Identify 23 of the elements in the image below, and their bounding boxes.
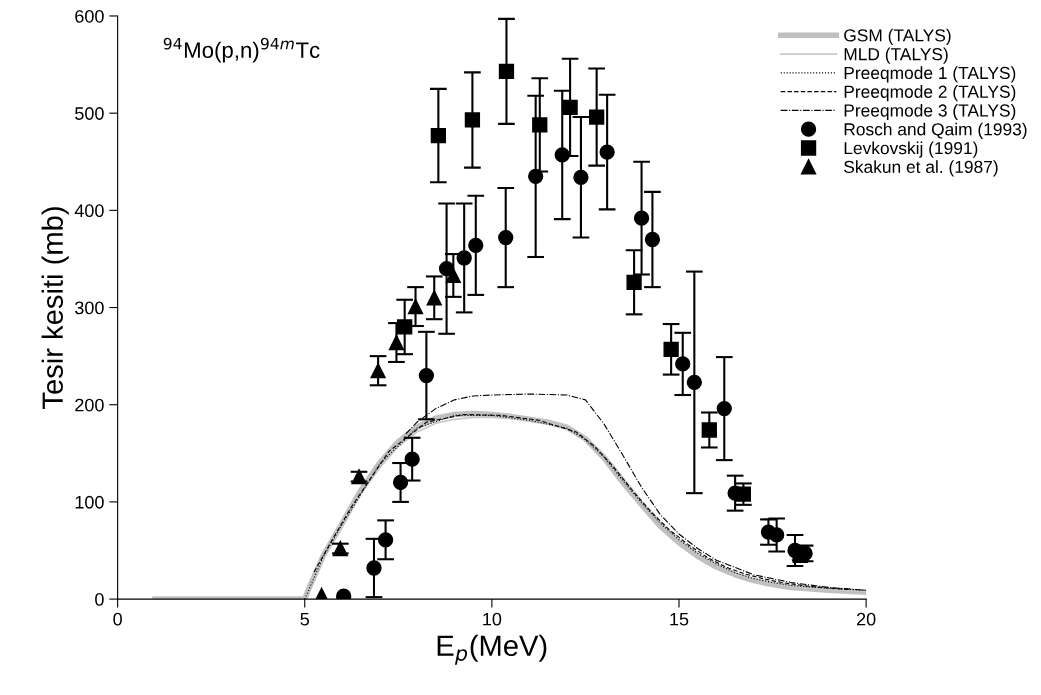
y-tick-label: 0 <box>95 593 104 606</box>
legend-label: Preeqmode 1 (TALYS) <box>844 66 1016 83</box>
y-tick-label: 200 <box>75 398 104 412</box>
x-tick-label: 5 <box>300 612 310 626</box>
y-axis-title: Tesir kesiti (mb) <box>41 207 69 409</box>
legend-label: Preeqmode 3 (TALYS) <box>844 103 1016 121</box>
y-tick-label: 100 <box>75 495 104 509</box>
y-tick-label: 300 <box>75 301 104 315</box>
x-tick-label: 15 <box>670 612 689 626</box>
legend-label: Skakun et al. (1987) <box>844 160 998 177</box>
legend-label: Levkovskij (1991) <box>844 141 978 158</box>
y-tick-label: 600 <box>75 9 104 23</box>
x-axis-title: E$_{p}$(MeV) <box>437 634 547 665</box>
y-tick-label: 400 <box>74 204 104 218</box>
x-tick-label: 10 <box>483 612 502 626</box>
x-tick-label: 20 <box>856 612 876 626</box>
annotation: $^{94}$Mo(p,n)$^{94m}$Tc <box>163 37 320 63</box>
legend-label: GSM (TALYS) <box>844 28 951 45</box>
legend-label: Preeqmode 2 (TALYS) <box>844 85 1016 102</box>
legend-label: Rosch and Qaim (1993) <box>844 122 1027 139</box>
legend-label: MLD (TALYS) <box>844 47 948 64</box>
x-tick-label: 0 <box>113 612 122 626</box>
y-tick-label: 500 <box>75 107 104 120</box>
